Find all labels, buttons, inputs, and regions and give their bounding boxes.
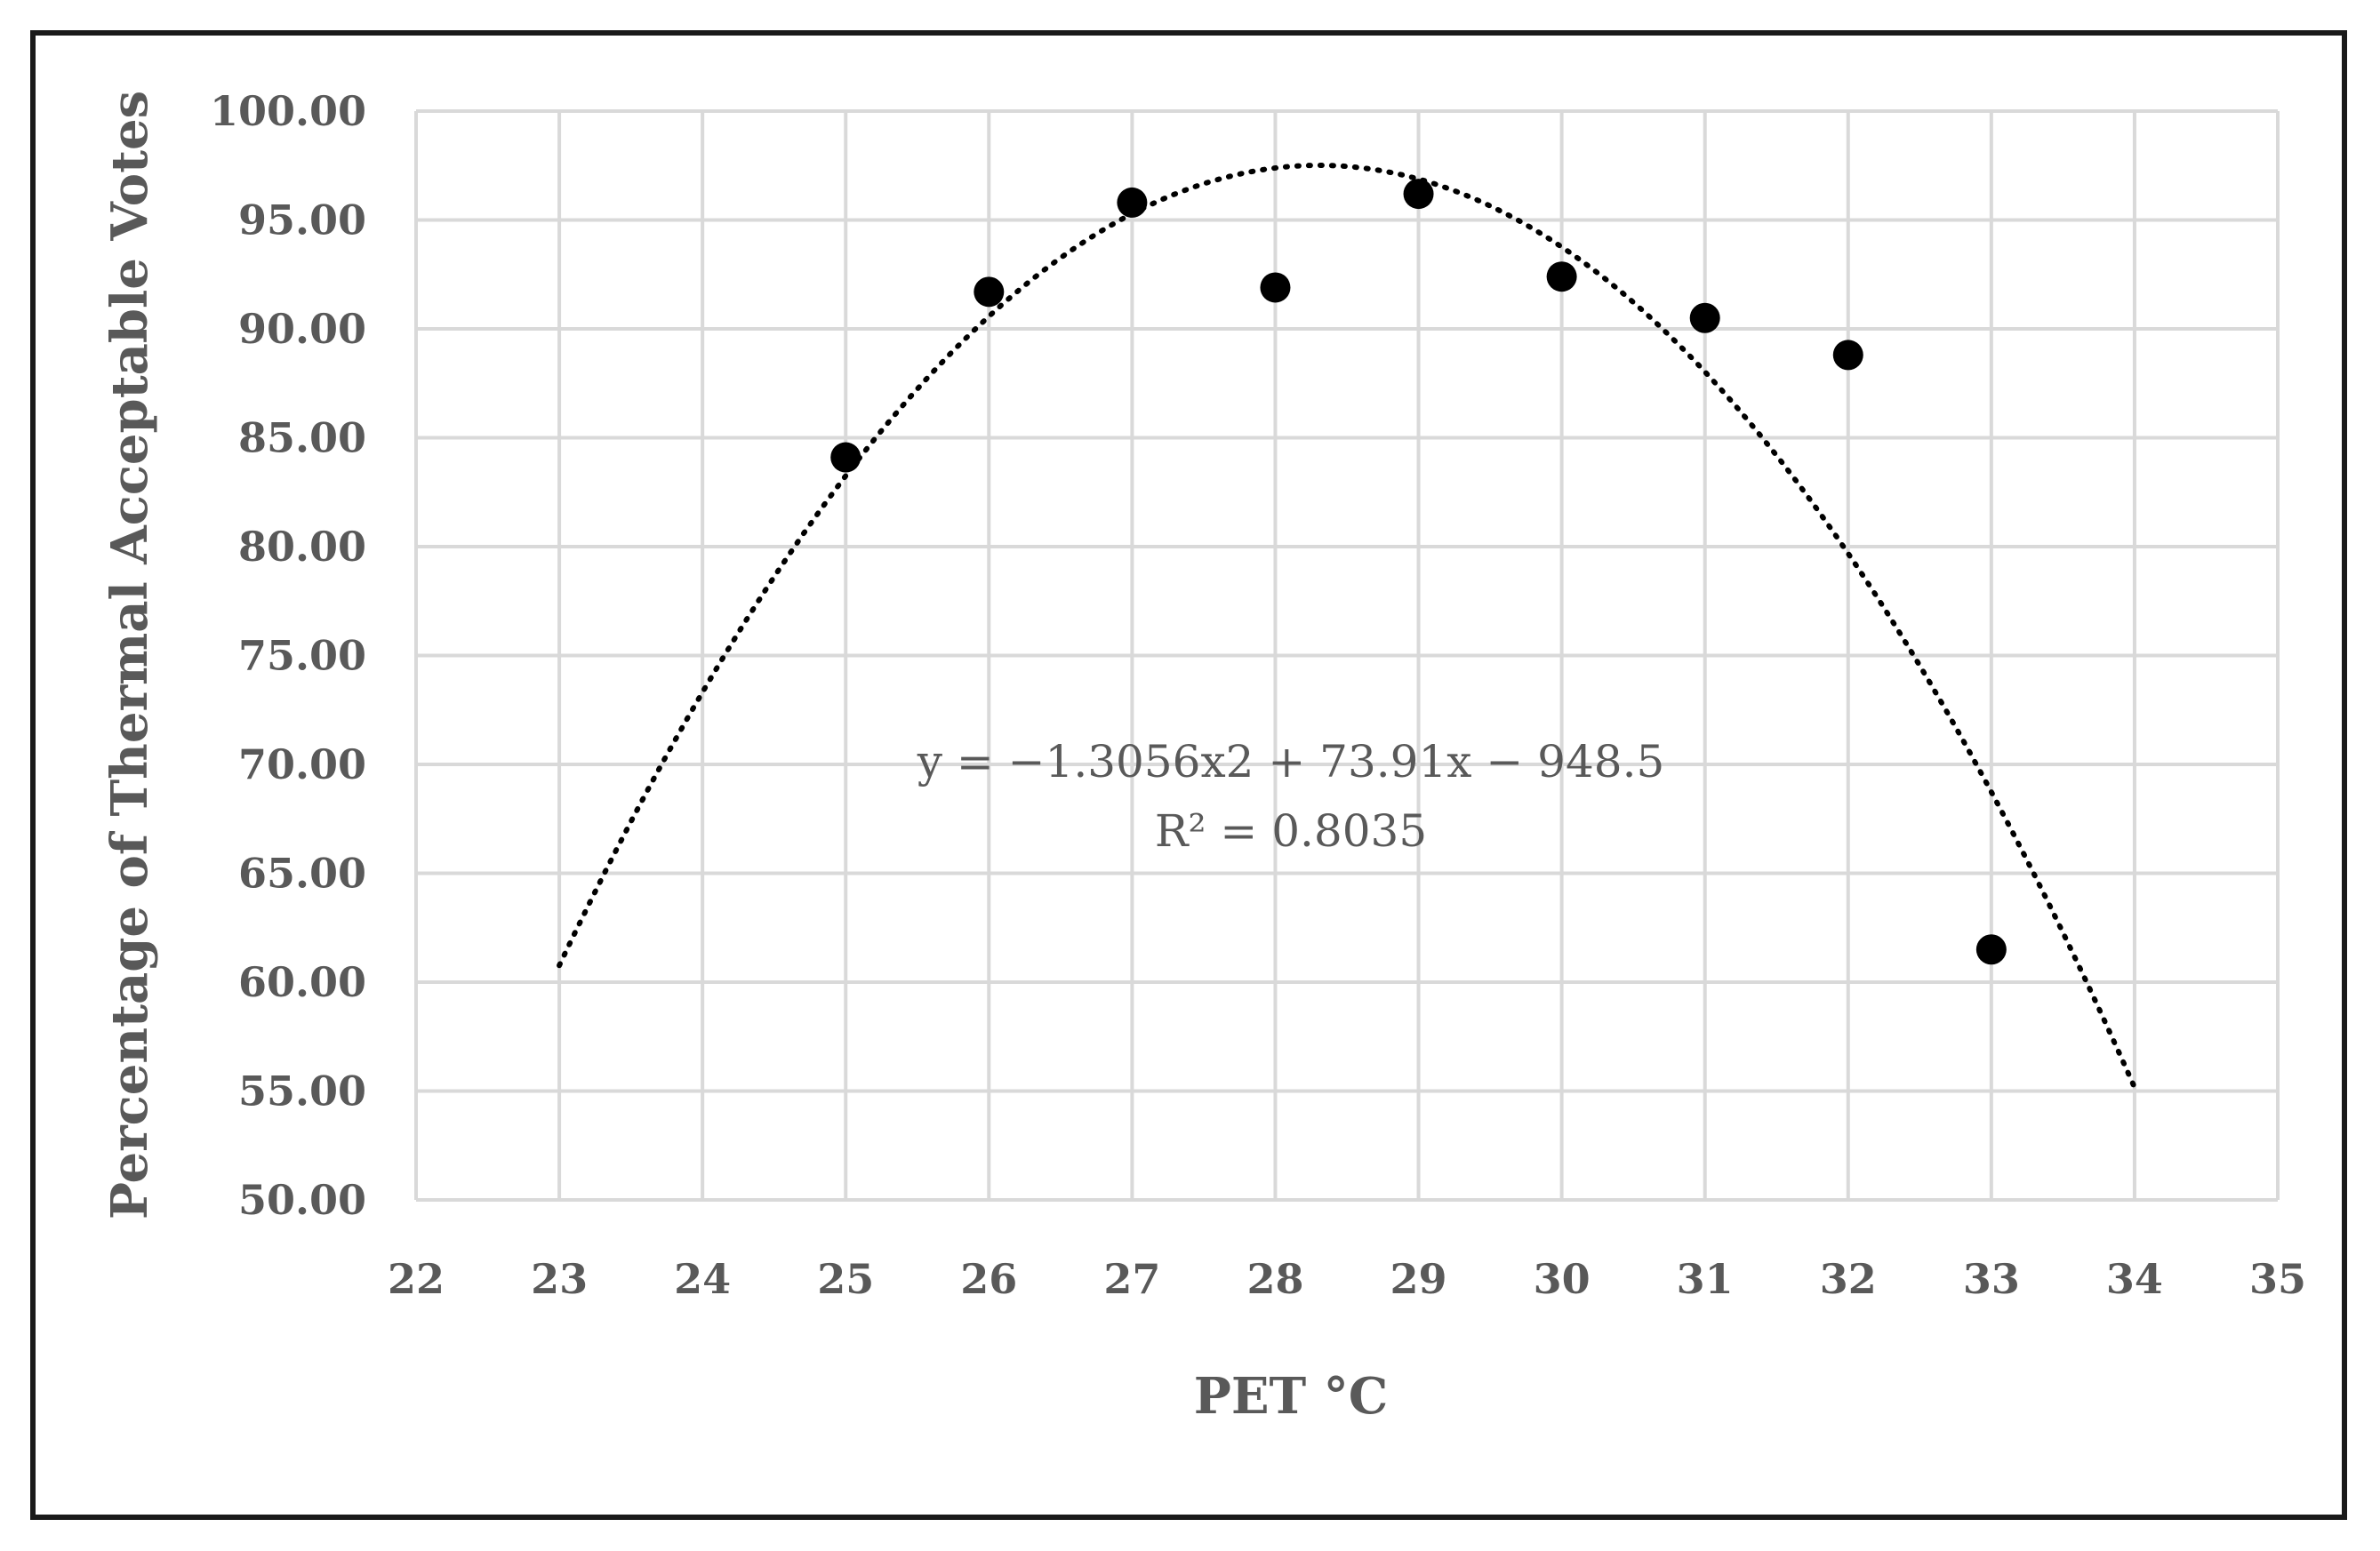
x-tick-label: 30	[1534, 1255, 1591, 1303]
y-tick-label: 90.00	[238, 305, 366, 353]
y-tick-label: 55.00	[238, 1067, 366, 1115]
y-tick-label: 60.00	[238, 958, 366, 1006]
y-tick-label: 85.00	[238, 414, 366, 462]
y-axis-title: Percentage of Thermal Acceptable Votes	[100, 91, 159, 1219]
trendline-r-squared: R² = 0.8035	[1155, 805, 1427, 857]
data-point-2	[1117, 187, 1148, 218]
data-point-1	[974, 276, 1005, 308]
x-tick-labels: 22 23 24 25 26 27 28 29 30 31 32 33 34 35	[388, 1255, 2306, 1303]
x-tick-label: 34	[2106, 1255, 2163, 1303]
x-tick-label: 35	[2249, 1255, 2306, 1303]
y-tick-label: 100.00	[210, 87, 366, 135]
data-point-5	[1546, 261, 1577, 292]
y-tick-label: 70.00	[238, 740, 366, 788]
x-tick-label: 29	[1390, 1255, 1447, 1303]
x-tick-label: 33	[1963, 1255, 2020, 1303]
x-tick-label: 31	[1677, 1255, 1734, 1303]
data-point-7	[1832, 340, 1863, 371]
x-axis-title: PET °C	[1194, 1367, 1389, 1426]
data-points	[830, 179, 2007, 965]
data-point-3	[1260, 272, 1291, 303]
x-tick-label: 23	[531, 1255, 588, 1303]
x-tick-label: 32	[1820, 1255, 1877, 1303]
x-tick-label: 26	[960, 1255, 1017, 1303]
data-point-6	[1689, 302, 1720, 333]
y-tick-label: 65.00	[238, 850, 366, 898]
x-tick-label: 22	[388, 1255, 445, 1303]
x-tick-label: 25	[817, 1255, 874, 1303]
x-tick-label: 24	[674, 1255, 731, 1303]
y-tick-label: 80.00	[238, 523, 366, 571]
y-tick-label: 50.00	[238, 1176, 366, 1224]
data-point-4	[1403, 179, 1434, 210]
y-tick-label: 75.00	[238, 632, 366, 680]
data-point-8	[1975, 934, 2007, 965]
y-tick-labels: 50.00 55.00 60.00 65.00 70.00 75.00 80.00 85.00…	[210, 87, 366, 1224]
trendline-equation: y = −1.3056x2 + 73.91x − 948.5	[917, 736, 1665, 787]
x-tick-label: 28	[1246, 1255, 1303, 1303]
x-tick-label: 27	[1103, 1255, 1160, 1303]
gridlines	[414, 109, 2280, 1202]
trendline	[557, 163, 2137, 1091]
data-point-0	[830, 442, 861, 473]
y-tick-label: 95.00	[238, 196, 366, 244]
